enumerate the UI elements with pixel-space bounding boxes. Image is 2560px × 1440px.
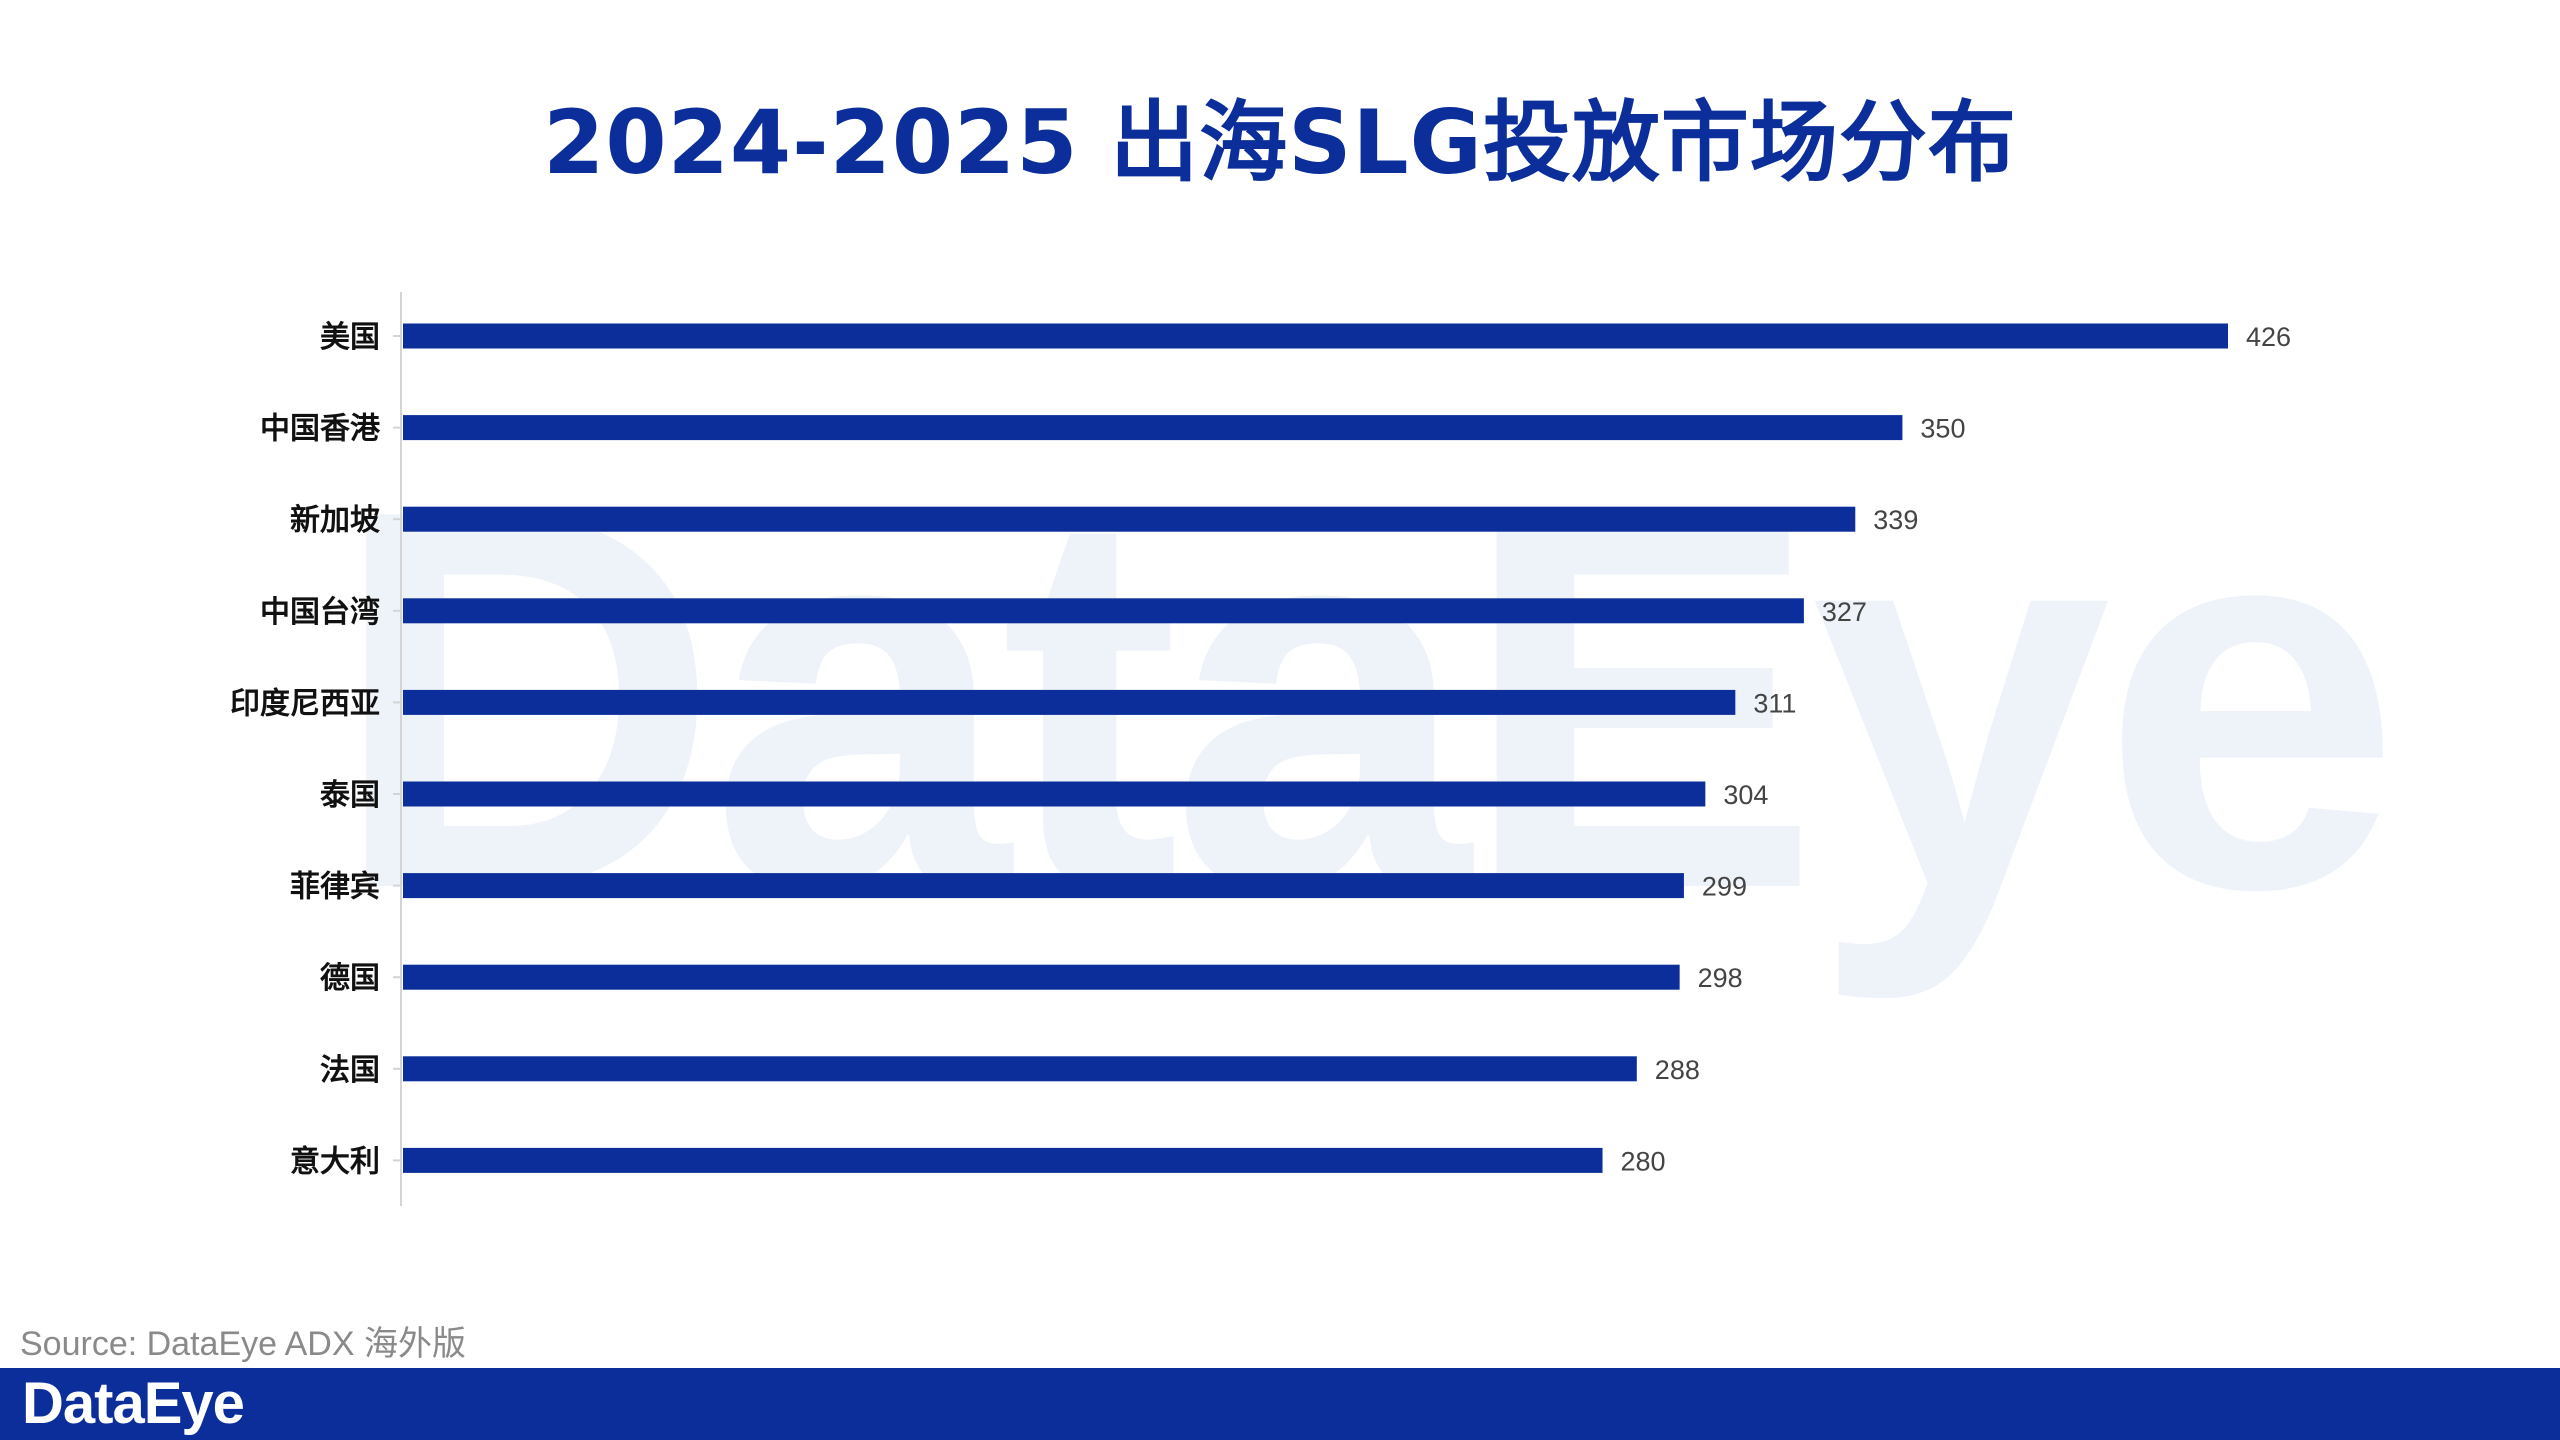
value-label: 288 xyxy=(1655,1055,1700,1085)
category-label: 菲律宾 xyxy=(290,870,380,905)
value-label: 339 xyxy=(1873,505,1918,535)
category-label: 美国 xyxy=(320,320,380,355)
category-label: 德国 xyxy=(320,961,380,996)
value-label: 299 xyxy=(1702,872,1747,902)
value-label: 311 xyxy=(1753,688,1796,718)
chart-title: 2024-2025 出海SLG投放市场分布 xyxy=(543,91,2017,194)
category-label: 新加坡 xyxy=(290,503,380,538)
bar xyxy=(403,506,1856,532)
bar xyxy=(403,1056,1637,1082)
value-label: 426 xyxy=(2246,322,2291,352)
value-label: 304 xyxy=(1723,780,1768,810)
value-label: 280 xyxy=(1621,1146,1666,1176)
bar-chart: 美国 426 中国香港 350 新加坡 339 中国台湾 327 印度尼西亚 311 泰国 304 菲律… xyxy=(230,292,2291,1206)
footer-bar: DataEye xyxy=(0,1368,2560,1440)
bar xyxy=(403,873,1684,899)
bar xyxy=(403,415,1903,441)
bar xyxy=(403,1147,1603,1173)
bar xyxy=(403,689,1736,715)
source-note: Source: DataEye ADX 海外版 xyxy=(20,1325,466,1363)
category-label: 中国台湾 xyxy=(260,595,380,630)
category-label: 印度尼西亚 xyxy=(230,686,380,721)
category-label: 法国 xyxy=(320,1053,380,1088)
value-label: 350 xyxy=(1920,414,1965,444)
bar xyxy=(403,323,2228,349)
category-label: 意大利 xyxy=(290,1144,380,1179)
category-label: 泰国 xyxy=(320,778,380,813)
brand-logo: DataEye xyxy=(22,1371,245,1436)
value-label: 327 xyxy=(1822,597,1867,627)
bar xyxy=(403,964,1680,990)
category-label: 中国香港 xyxy=(260,412,381,447)
bar xyxy=(403,598,1804,624)
bar xyxy=(403,781,1706,807)
value-label: 298 xyxy=(1698,963,1743,993)
